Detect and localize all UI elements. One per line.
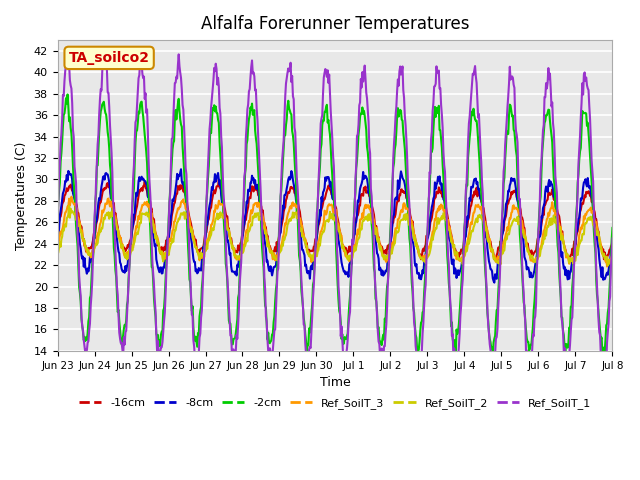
-2cm: [65, 103, 72, 109]
Ref_SoilT_3: [64, 204, 72, 209]
Ref_SoilT_2: [609, 255, 616, 261]
-2cm: [419, 308, 427, 314]
-16cm: [490, 257, 498, 263]
-16cm: [54, 228, 61, 234]
Ref_SoilT_1: [64, 57, 72, 63]
Line: -16cm: -16cm: [58, 180, 612, 260]
Ref_SoilT_1: [527, 370, 534, 376]
-8cm: [178, 178, 186, 184]
Ref_SoilT_2: [65, 203, 73, 209]
Ref_SoilT_3: [603, 264, 611, 269]
-2cm: [64, 92, 72, 97]
Legend: -16cm, -8cm, -2cm, Ref_SoilT_3, Ref_SoilT_2, Ref_SoilT_1: -16cm, -8cm, -2cm, Ref_SoilT_3, Ref_Soil…: [74, 394, 596, 414]
Line: -8cm: -8cm: [58, 169, 612, 283]
-2cm: [207, 130, 215, 136]
Ref_SoilT_3: [122, 252, 129, 258]
Ref_SoilT_3: [609, 252, 616, 258]
Ref_SoilT_3: [419, 253, 427, 259]
-2cm: [54, 216, 61, 222]
-8cm: [419, 270, 427, 276]
X-axis label: Time: Time: [319, 376, 350, 389]
-8cm: [54, 233, 61, 239]
Ref_SoilT_3: [178, 198, 186, 204]
-16cm: [207, 206, 214, 212]
-16cm: [609, 238, 616, 243]
Title: Alfalfa Forerunner Temperatures: Alfalfa Forerunner Temperatures: [201, 15, 469, 33]
Ref_SoilT_3: [207, 222, 215, 228]
-8cm: [207, 192, 215, 197]
Text: TA_soilco2: TA_soilco2: [68, 51, 150, 65]
-2cm: [122, 324, 129, 329]
-16cm: [64, 188, 72, 194]
-16cm: [215, 177, 223, 182]
Ref_SoilT_1: [175, 51, 182, 57]
Ref_SoilT_3: [403, 206, 411, 212]
Line: -2cm: -2cm: [58, 95, 612, 355]
Ref_SoilT_1: [178, 86, 186, 92]
Ref_SoilT_2: [419, 258, 427, 264]
Line: Ref_SoilT_1: Ref_SoilT_1: [58, 54, 612, 373]
Ref_SoilT_3: [54, 246, 61, 252]
Line: Ref_SoilT_2: Ref_SoilT_2: [58, 206, 612, 265]
Ref_SoilT_2: [207, 232, 215, 238]
-16cm: [177, 186, 185, 192]
Ref_SoilT_2: [403, 214, 411, 220]
-2cm: [178, 124, 186, 130]
-2cm: [403, 189, 411, 195]
Ref_SoilT_2: [604, 263, 612, 268]
-2cm: [452, 352, 460, 358]
-8cm: [121, 270, 129, 276]
Ref_SoilT_2: [122, 255, 129, 261]
Line: Ref_SoilT_3: Ref_SoilT_3: [58, 197, 612, 266]
-8cm: [64, 178, 72, 183]
Ref_SoilT_2: [64, 215, 72, 220]
Ref_SoilT_1: [207, 104, 215, 110]
-8cm: [177, 167, 185, 172]
Ref_SoilT_1: [419, 320, 427, 326]
Ref_SoilT_2: [54, 252, 61, 257]
-16cm: [403, 195, 411, 201]
-8cm: [403, 197, 411, 203]
-8cm: [490, 280, 498, 286]
Ref_SoilT_2: [178, 211, 186, 216]
-16cm: [121, 246, 129, 252]
-16cm: [419, 246, 427, 252]
Ref_SoilT_1: [54, 222, 61, 228]
Ref_SoilT_1: [403, 155, 411, 160]
Y-axis label: Temperatures (C): Temperatures (C): [15, 141, 28, 250]
Ref_SoilT_1: [121, 342, 129, 348]
Ref_SoilT_3: [68, 194, 76, 200]
-8cm: [609, 240, 616, 245]
-2cm: [609, 225, 616, 231]
Ref_SoilT_1: [609, 236, 616, 241]
